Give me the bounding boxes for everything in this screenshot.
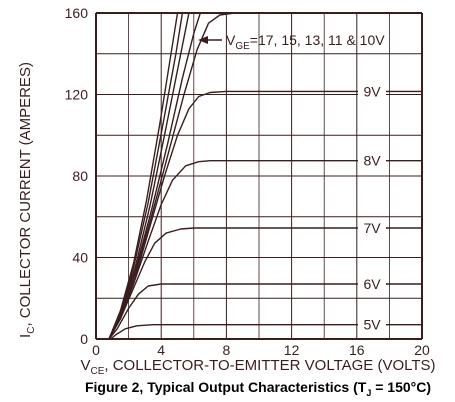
- grid-layer: [95, 12, 423, 340]
- x-axis-label-sub: CE: [90, 366, 104, 377]
- y-axis-label-rest: , COLLECTOR CURRENT (AMPERES): [17, 62, 34, 327]
- y-tick-label: 0: [80, 331, 88, 347]
- y-tick-label: 120: [65, 87, 89, 103]
- curve-vge-17v: [96, 12, 179, 340]
- x-tick-label: 12: [284, 342, 300, 358]
- x-axis-label: VCE, COLLECTOR-TO-EMITTER VOLTAGE (VOLTS…: [80, 357, 435, 377]
- figure-caption: Figure 2, Typical Output Characteristics…: [85, 379, 431, 398]
- x-tick-label: 4: [157, 342, 165, 358]
- curve-label-bg: [358, 151, 386, 170]
- curve-layer: [96, 12, 422, 340]
- y-axis-label-main: I: [17, 334, 34, 338]
- curve-vge-9v: [96, 90, 422, 340]
- x-tick-label: 16: [349, 342, 365, 358]
- curve-label-layer: 5V 6V 7V 8V 9V: [358, 82, 386, 334]
- curve-label-bg: [358, 315, 386, 334]
- curve-vge-5v: [96, 324, 422, 340]
- curve-label-9v: 9V: [363, 83, 381, 99]
- curve-label-8v: 8V: [363, 153, 381, 169]
- tick-layer: 0 4 8 12 16 20 0 40 80 120 160: [65, 5, 430, 358]
- curve-label-bg: [358, 218, 386, 237]
- curve-label-6v: 6V: [363, 276, 381, 292]
- y-tick-label: 80: [72, 168, 88, 184]
- figure-caption-rest: = 150°C): [371, 379, 431, 395]
- x-tick-label: 20: [414, 342, 430, 358]
- y-tick-label: 160: [65, 5, 89, 21]
- curve-label-5v: 5V: [363, 317, 381, 333]
- vge-annotation-rest: =17, 15, 13, 11 & 10V: [250, 32, 385, 48]
- y-axis-label: IC, COLLECTOR CURRENT (AMPERES): [17, 62, 37, 338]
- curve-label-bg: [358, 274, 386, 293]
- y-tick-label: 40: [72, 250, 88, 266]
- figure-caption-sub: J: [366, 388, 371, 398]
- curve-label-7v: 7V: [363, 220, 381, 236]
- vge-annotation-sub: GE: [235, 41, 250, 52]
- y-axis-label-sub: C: [26, 327, 37, 334]
- x-tick-label: 0: [92, 342, 100, 358]
- vge-annotation-main: V: [226, 32, 236, 48]
- x-tick-label: 8: [223, 342, 231, 358]
- x-axis-label-rest: , COLLECTOR-TO-EMITTER VOLTAGE (VOLTS): [104, 357, 435, 374]
- annotation-arrow-icon: [198, 36, 208, 44]
- curve-label-bg: [358, 82, 386, 101]
- vge-annotation-text: VGE=17, 15, 13, 11 & 10V: [226, 32, 385, 52]
- x-axis-label-main: V: [80, 357, 90, 374]
- vge-annotation: VGE=17, 15, 13, 11 & 10V: [198, 32, 385, 52]
- figure-caption-main: Figure 2, Typical Output Characteristics…: [85, 379, 367, 395]
